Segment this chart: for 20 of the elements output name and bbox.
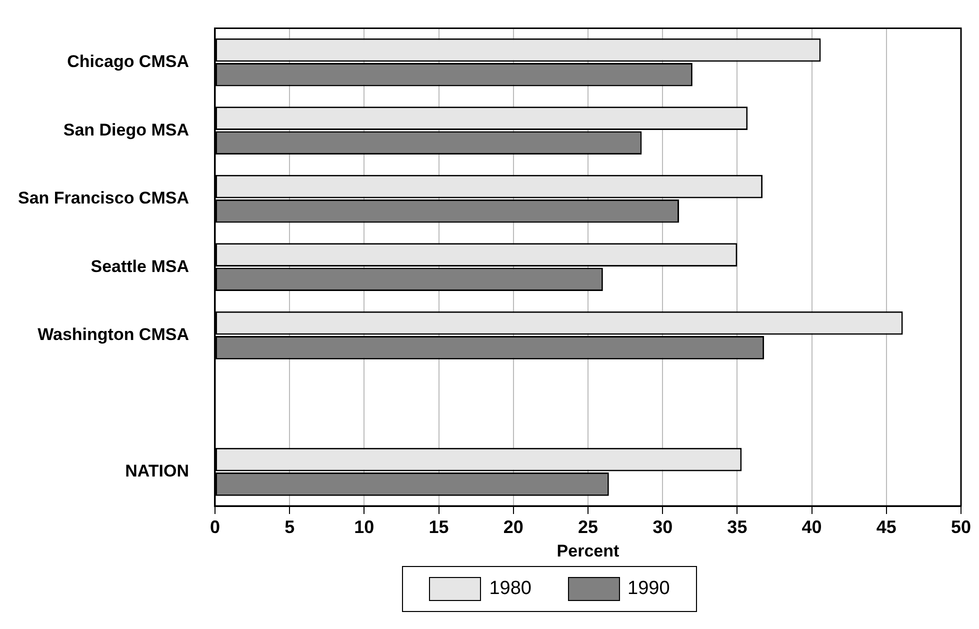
x-tick-label: 30 bbox=[652, 516, 673, 537]
y-tick-label: Chicago CMSA bbox=[67, 52, 189, 72]
x-tick-label: 45 bbox=[876, 516, 896, 537]
x-tick-label: 20 bbox=[503, 516, 524, 537]
x-tick-label: 0 bbox=[210, 516, 220, 537]
y-tick-label: NATION bbox=[125, 462, 189, 481]
x-tick-label: 10 bbox=[354, 516, 374, 537]
x-tick-label: 40 bbox=[802, 516, 822, 537]
legend-label: 1990 bbox=[628, 578, 670, 600]
x-tick-label: 5 bbox=[284, 516, 295, 537]
x-tick-label: 50 bbox=[950, 516, 972, 537]
x-tick-label: 25 bbox=[578, 516, 598, 537]
y-tick-label: Seattle MSA bbox=[90, 256, 189, 276]
y-tick-label: San Diego MSA bbox=[63, 120, 189, 140]
x-tick-label: 35 bbox=[727, 516, 748, 537]
y-tick-label: Washington CMSA bbox=[38, 325, 189, 344]
legend-label: 1980 bbox=[489, 578, 532, 600]
x-axis-title: Percent bbox=[556, 541, 620, 560]
x-tick-label: 15 bbox=[428, 516, 449, 537]
y-tick-label: San Francisco CMSA bbox=[18, 188, 189, 208]
